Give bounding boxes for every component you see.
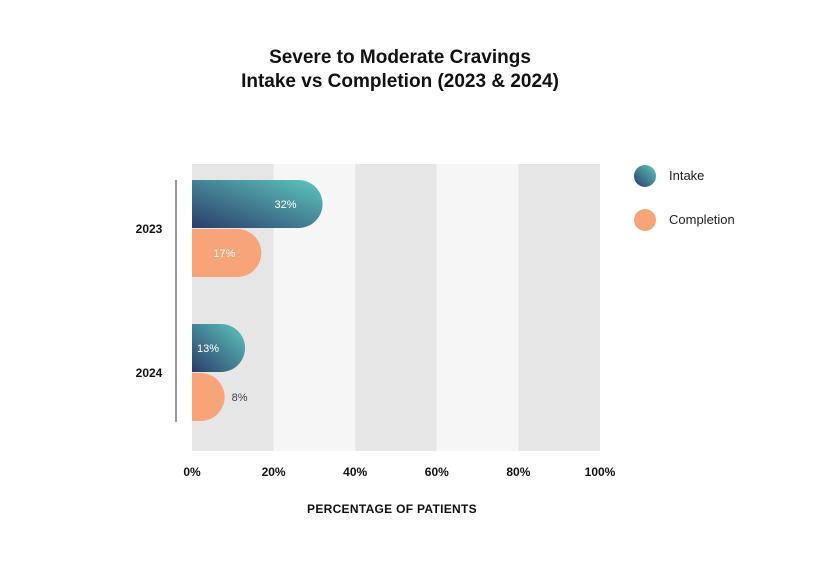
legend: Intake Completion <box>634 165 735 231</box>
x-tick-label: 20% <box>262 465 286 479</box>
data-label: 8% <box>232 392 248 404</box>
bars: 32% 17% 13% 8% <box>192 180 323 421</box>
legend-label-intake: Intake <box>669 168 704 183</box>
x-tick-label: 80% <box>506 465 530 479</box>
x-axis-title: PERCENTAGE OF PATIENTS <box>307 502 477 516</box>
bar-intake-2023 <box>192 180 323 228</box>
x-tick-label: 40% <box>343 465 367 479</box>
x-tick-label: 0% <box>183 465 201 479</box>
category-label: 2023 <box>136 222 163 236</box>
chart-title-line-2: Intake vs Completion (2023 & 2024) <box>241 71 559 92</box>
legend-swatch-intake <box>634 165 656 187</box>
chart-title-line-1: Severe to Moderate Cravings <box>269 47 531 68</box>
grid-band <box>518 164 600 451</box>
category-labels: 2023 2024 <box>136 222 163 380</box>
x-tick-labels: 0% 20% 40% 60% 80% 100% <box>183 465 615 479</box>
data-label: 17% <box>213 248 235 260</box>
bar-completion-2023 <box>192 229 262 277</box>
category-label: 2024 <box>136 366 163 380</box>
grid-bands <box>192 164 600 451</box>
x-tick-label: 60% <box>425 465 449 479</box>
bar-completion-2024 <box>192 373 225 421</box>
grid-band <box>355 164 437 451</box>
legend-swatch-completion <box>634 209 656 231</box>
grid-band <box>436 164 519 451</box>
x-tick-label: 100% <box>585 465 616 479</box>
data-label: 32% <box>275 199 297 211</box>
data-label: 13% <box>197 343 219 355</box>
bar-intake-2024 <box>192 324 246 372</box>
legend-label-completion: Completion <box>669 212 735 227</box>
